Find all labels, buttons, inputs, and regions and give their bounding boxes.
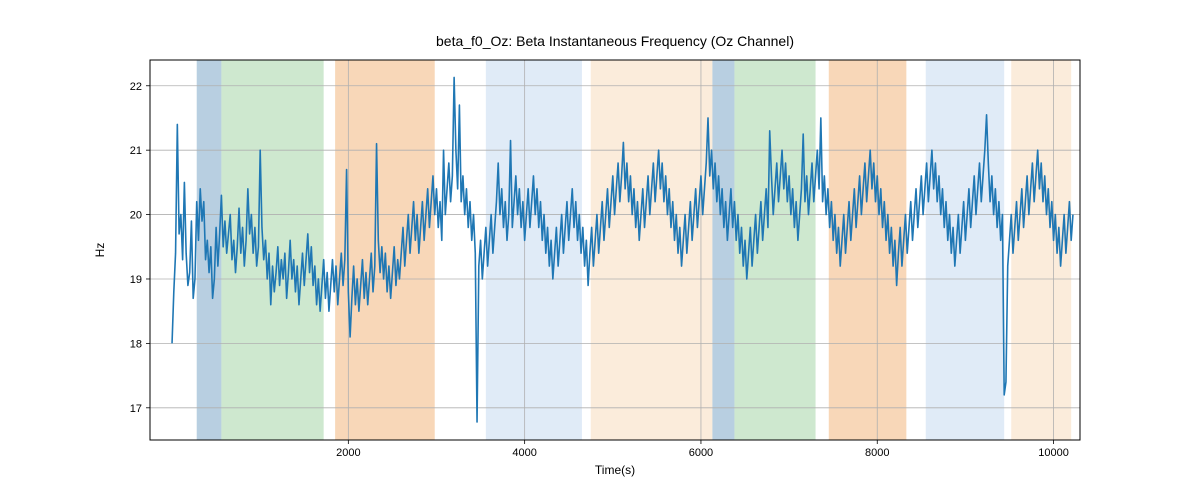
chart-container: 2000 4000 6000 8000 10000 17 18 19 20 21 22 beta_f0…: [0, 0, 1200, 500]
span-region: [926, 60, 1004, 440]
y-axis-label: Hz: [93, 243, 107, 258]
xtick-label: 6000: [689, 447, 713, 459]
chart-title: beta_f0_Oz: Beta Instantaneous Frequency…: [436, 33, 794, 49]
x-axis-label: Time(s): [595, 463, 635, 477]
xtick-label: 10000: [1038, 447, 1069, 459]
xtick-label: 2000: [336, 447, 360, 459]
span-region: [486, 60, 582, 440]
span-region: [712, 60, 734, 440]
ytick-label: 20: [130, 210, 142, 222]
ytick-label: 19: [130, 274, 142, 286]
xtick-label: 8000: [865, 447, 889, 459]
span-region: [591, 60, 713, 440]
span-region: [734, 60, 815, 440]
ytick-label: 21: [130, 145, 142, 157]
ytick-label: 22: [130, 81, 142, 93]
xtick-label: 4000: [512, 447, 536, 459]
ytick-label: 17: [130, 403, 142, 415]
ytick-label: 18: [130, 338, 142, 350]
chart-svg: 2000 4000 6000 8000 10000 17 18 19 20 21 22 beta_f0…: [0, 0, 1200, 500]
background-spans: [197, 60, 1071, 440]
